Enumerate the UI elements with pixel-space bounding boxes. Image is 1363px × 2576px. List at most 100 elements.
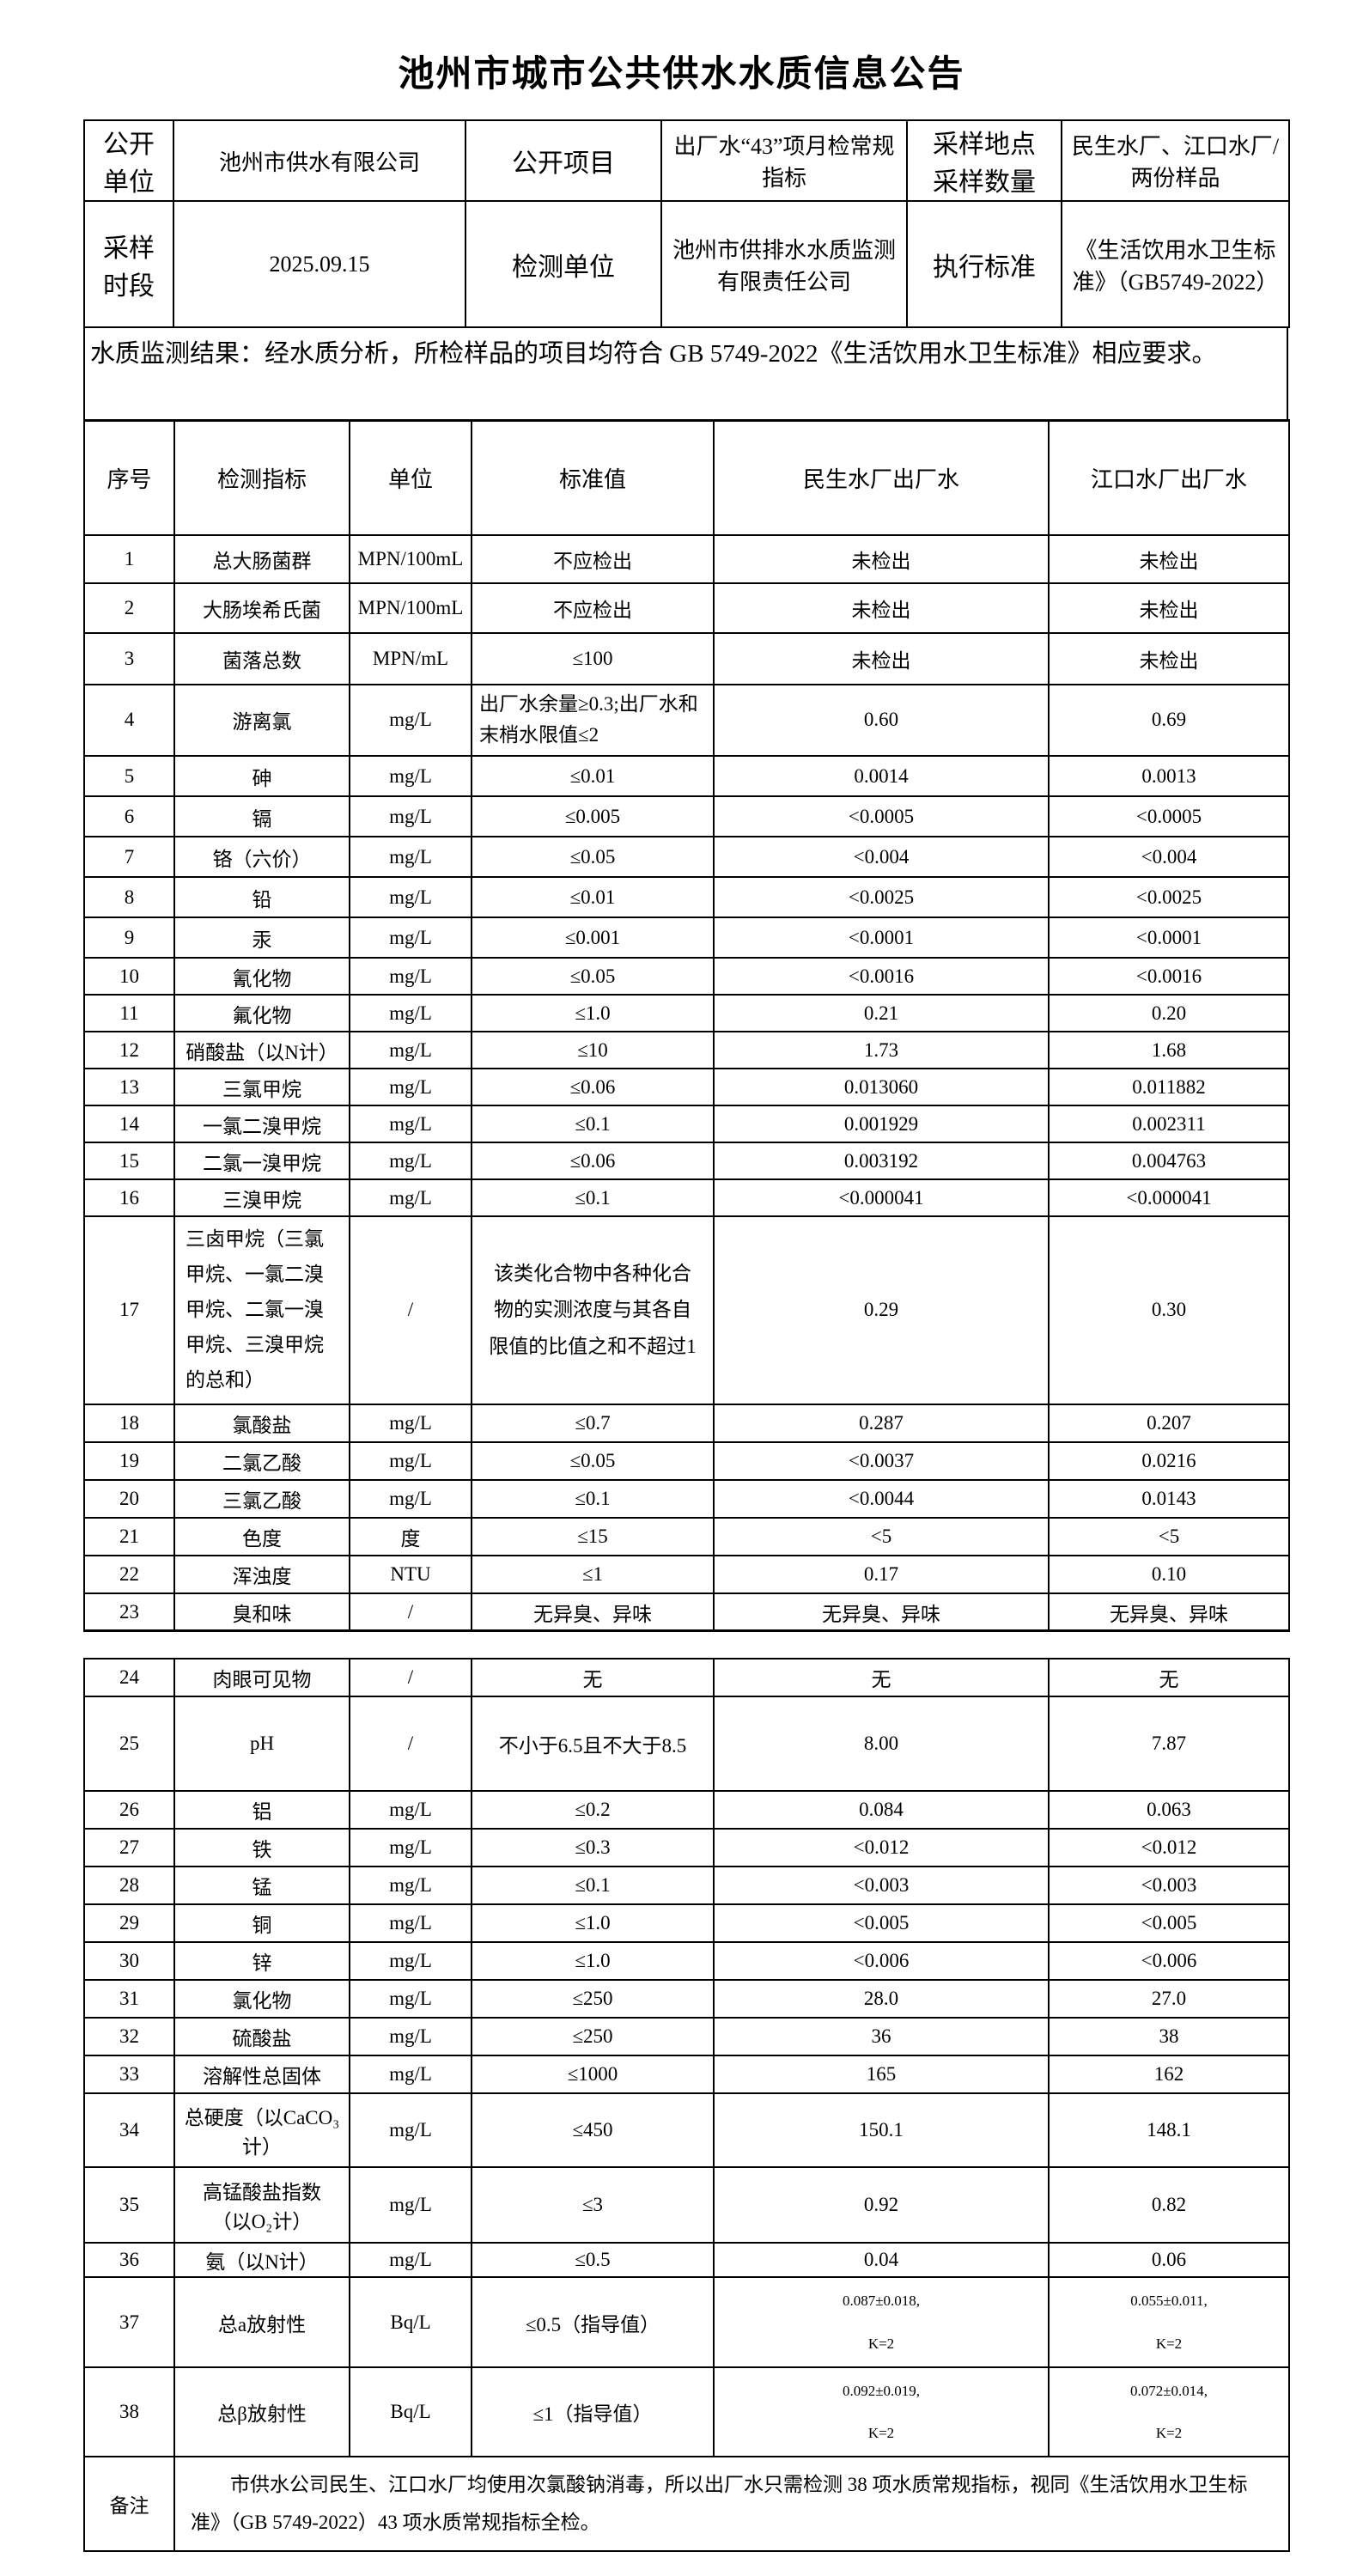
cell-v1: <0.0001 — [713, 917, 1050, 959]
cell-name: 臭和味 — [173, 1592, 350, 1632]
cell-unit: mg/L — [349, 755, 472, 798]
cell-v1: <0.000041 — [713, 1178, 1050, 1218]
table-row: 31 氯化物 mg/L ≤250 28.0 27.0 — [83, 1979, 1290, 2019]
cell-std: ≤250 — [471, 2017, 715, 2057]
cell-no: 6 — [83, 795, 175, 838]
cell-name: 二氯一溴甲烷 — [173, 1142, 350, 1181]
cell-name: 铝 — [173, 1790, 350, 1830]
cell-unit: mg/L — [349, 1979, 472, 2019]
cell-no: 24 — [83, 1658, 175, 1698]
cell-std: 无异臭、异味 — [471, 1592, 715, 1632]
table-row: 27 铁 mg/L ≤0.3 <0.012 <0.012 — [83, 1828, 1290, 1868]
cell-v1: <0.005 — [713, 1903, 1050, 1944]
cell-name: 色度 — [173, 1516, 350, 1556]
cell-v1: 无异臭、异味 — [713, 1592, 1050, 1632]
cell-name: 二氯乙酸 — [173, 1440, 350, 1481]
cell-unit: mg/L — [349, 2242, 472, 2279]
cell-name: 菌落总数 — [173, 631, 350, 685]
cell-v1: <0.006 — [713, 1941, 1050, 1982]
cell-no: 7 — [83, 836, 175, 879]
cell-unit: mg/L — [349, 2166, 472, 2244]
cell-no: 27 — [83, 1828, 175, 1868]
cell-std: ≤0.05 — [471, 1440, 715, 1481]
cell-unit: mg/L — [349, 1068, 472, 1107]
cell-unit: mg/L — [349, 957, 472, 996]
quality-table-section-2: 24 肉眼可见物 / 无无无 25 pH / 不小于6.5且不大于8.5 8.00 7.87 26 铝… — [83, 1658, 1290, 2552]
cell-no: 3 — [83, 631, 175, 685]
cell-name: 总硬度（以CaCO₃ 计） — [173, 2092, 350, 2169]
cell-std: 该类化合物中各种化合物的实测浓度与其各自限值的比值之和不超过1 — [471, 1215, 715, 1405]
cell-v2: 无 — [1048, 1658, 1290, 1698]
cell-name: 氨（以N计） — [173, 2242, 350, 2279]
cell-unit: mg/L — [349, 1403, 472, 1443]
result-note: 水质监测结果：经水质分析，所检样品的项目均符合 GB 5749-2022《生活饮… — [83, 326, 1288, 421]
cell-v2: 0.004763 — [1048, 1142, 1290, 1181]
cell-name: 镉 — [173, 795, 350, 838]
cell-name: 汞 — [173, 917, 350, 959]
cell-std: ≤1.0 — [471, 1903, 715, 1944]
quality-rows-24-38: 24 肉眼可见物 / 无无无 25 pH / 不小于6.5且不大于8.5 8.00 7.87 26 铝… — [83, 1658, 1290, 2458]
cell-v2: <0.005 — [1048, 1903, 1290, 1944]
table-row: 37 总a放射性 Bq/L ≤0.5（指导值） 0.087±0.018, K=2 0.05… — [83, 2276, 1290, 2368]
cell-v1: 0.092±0.019, K=2 — [713, 2366, 1050, 2458]
table-row: 33 溶解性总固体 mg/L ≤1000 165 162 — [83, 2055, 1290, 2095]
quality-table-section-1: 序号 检测指标 单位 标准值 民生水厂出厂水 江口水厂出厂水 1 总大肠菌群 MPN… — [83, 419, 1290, 1633]
cell-name: pH — [173, 1696, 350, 1793]
table-row: 8 铅 mg/L ≤0.01 <0.0025 <0.0025 — [83, 876, 1290, 919]
cell-name: 三氯乙酸 — [173, 1478, 350, 1519]
cell-name: 铅 — [173, 876, 350, 919]
table-row: 1 总大肠菌群 MPN/100mL 不应检出 未检出 未检出 — [83, 533, 1290, 584]
header-plant-1: 民生水厂出厂水 — [713, 419, 1050, 536]
cell-v1: 8.00 — [713, 1696, 1050, 1793]
cell-name: 氯化物 — [173, 1979, 350, 2019]
cell-name: 氯酸盐 — [173, 1403, 350, 1443]
cell-v2: 0.06 — [1048, 2242, 1290, 2279]
cell-std: ≤0.1 — [471, 1866, 715, 1906]
cell-v1: 0.60 — [713, 683, 1050, 758]
cell-unit: mg/L — [349, 1142, 472, 1181]
cell-unit: mg/L — [349, 2055, 472, 2095]
sheet: 公开 单位 池州市供水有限公司 公开项目 出厂水“43”项月检常规指标 采样地点… — [83, 119, 1290, 2552]
cell-v1: <0.0025 — [713, 876, 1050, 919]
table-row: 29 铜 mg/L ≤1.0 <0.005 <0.005 — [83, 1903, 1290, 1944]
test-unit-value: 池州市供排水水质监测有限责任公司 — [660, 200, 908, 328]
table-row: 20 三氯乙酸 mg/L ≤0.1 <0.0044 0.0143 — [83, 1478, 1290, 1519]
cell-name: 溶解性总固体 — [173, 2055, 350, 2095]
quality-table-header: 序号 检测指标 单位 标准值 民生水厂出厂水 江口水厂出厂水 — [83, 419, 1290, 536]
table-row: 25 pH / 不小于6.5且不大于8.5 8.00 7.87 — [83, 1696, 1290, 1793]
cell-std: ≤0.01 — [471, 755, 715, 798]
cell-unit: Bq/L — [349, 2276, 472, 2368]
cell-v2: <0.0025 — [1048, 876, 1290, 919]
table-row: 35 高锰酸盐指数 （以O₂计） mg/L ≤3 0.92 0.82 — [83, 2166, 1290, 2244]
cell-v2: 未检出 — [1048, 533, 1290, 584]
cell-std: ≤250 — [471, 1979, 715, 2019]
cell-name: 硝酸盐（以N计） — [173, 1031, 350, 1070]
cell-name: 铬（六价） — [173, 836, 350, 879]
cell-no: 14 — [83, 1105, 175, 1144]
cell-unit: NTU — [349, 1554, 472, 1594]
cell-name: 锌 — [173, 1941, 350, 1982]
cell-v2: 27.0 — [1048, 1979, 1290, 2019]
cell-name: 大肠埃希氏菌 — [173, 582, 350, 634]
cell-std: ≤0.1 — [471, 1105, 715, 1144]
table-row: 18 氯酸盐 mg/L ≤0.7 0.287 0.207 — [83, 1403, 1290, 1443]
cell-std: ≤0.3 — [471, 1828, 715, 1868]
cell-v2: <0.0001 — [1048, 917, 1290, 959]
cell-std: ≤1.0 — [471, 994, 715, 1033]
cell-v1: 0.001929 — [713, 1105, 1050, 1144]
cell-v1: <0.0044 — [713, 1478, 1050, 1519]
cell-v2: 7.87 — [1048, 1696, 1290, 1793]
cell-v2: 0.0143 — [1048, 1478, 1290, 1519]
cell-std: 不小于6.5且不大于8.5 — [471, 1696, 715, 1793]
table-row: 15 二氯一溴甲烷 mg/L ≤0.06 0.003192 0.004763 — [83, 1142, 1290, 1181]
remark-section: 备注 市供水公司民生、江口水厂均使用次氯酸钠消毒，所以出厂水只需检测 38 项水… — [83, 2456, 1290, 2552]
cell-name: 三氯甲烷 — [173, 1068, 350, 1107]
cell-name: 总大肠菌群 — [173, 533, 350, 584]
cell-v1: 0.087±0.018, K=2 — [713, 2276, 1050, 2368]
cell-no: 31 — [83, 1979, 175, 2019]
cell-name: 硫酸盐 — [173, 2017, 350, 2057]
standard-value: 《生活饮用水卫生标准》（GB5749-2022） — [1061, 200, 1290, 328]
cell-v2: 0.0013 — [1048, 755, 1290, 798]
info-row-2: 采样 时段 2025.09.15 检测单位 池州市供排水水质监测有限责任公司 执… — [83, 200, 1290, 328]
cell-unit: mg/L — [349, 1866, 472, 1906]
